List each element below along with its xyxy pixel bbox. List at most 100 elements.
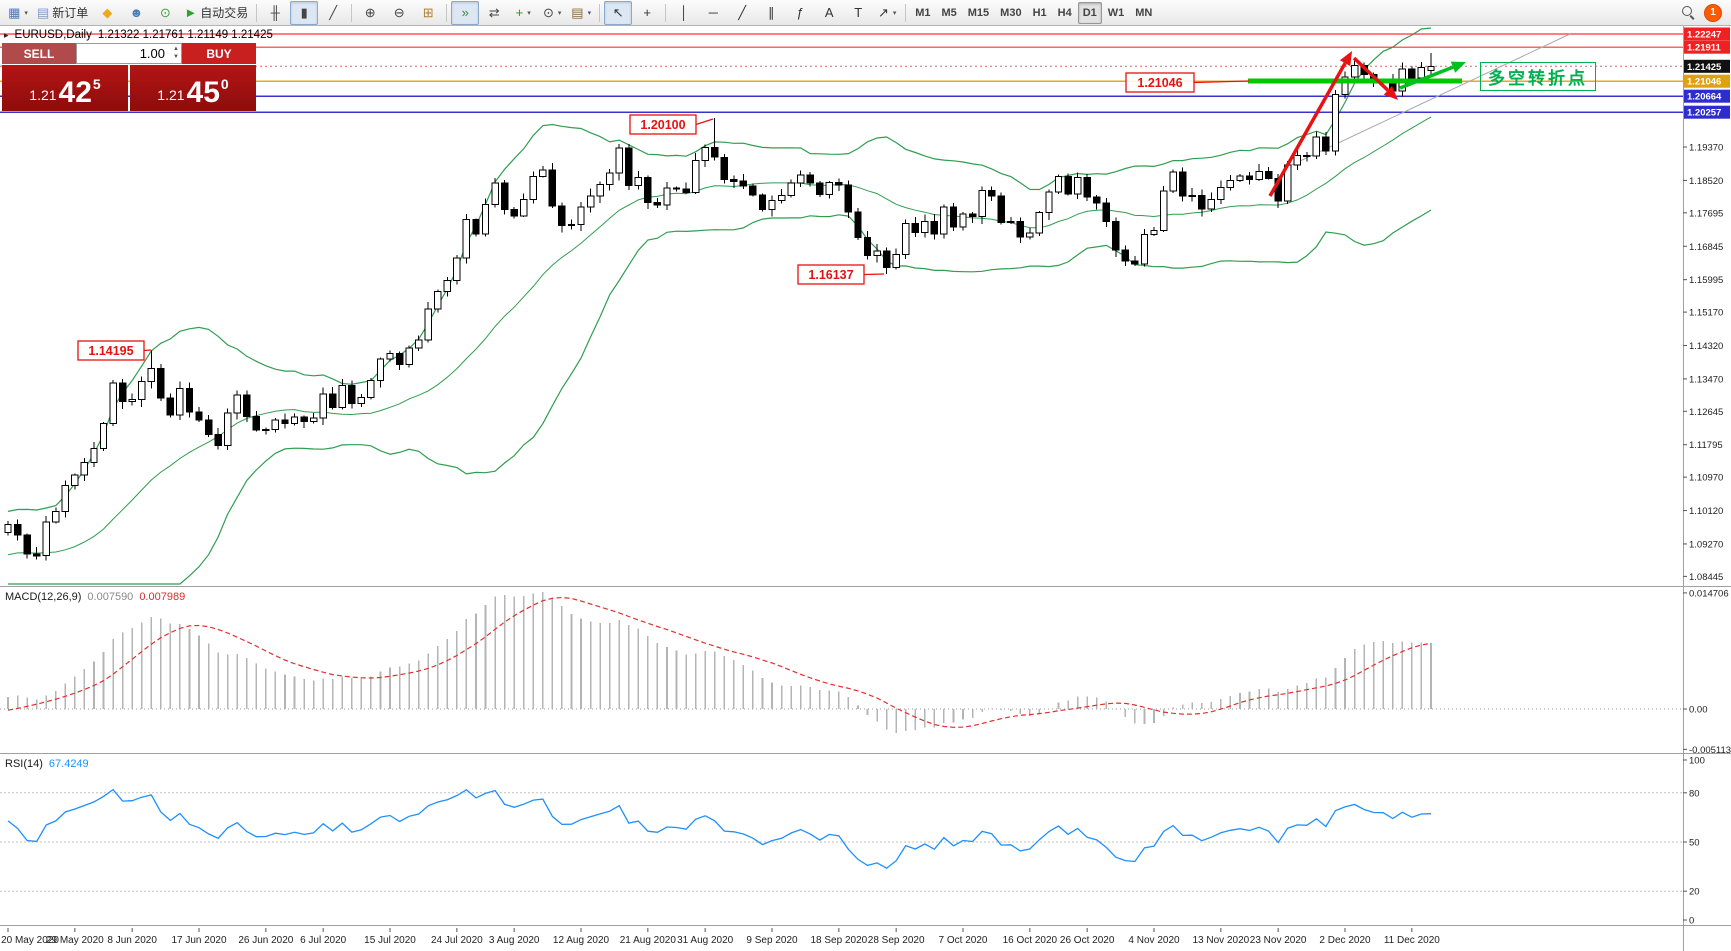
rsi-value: 67.4249 — [48, 758, 89, 770]
svg-text:1.22247: 1.22247 — [1687, 29, 1721, 40]
arrows-icon: ↗ — [877, 5, 889, 20]
price-axis[interactable]: 1.19370 1.18520 1.17695 1.16845 1.15995 1.151… — [1683, 27, 1730, 583]
crosshair-button[interactable]: + — [633, 1, 661, 25]
bollinger-upper-band — [7, 27, 1432, 512]
search-icon[interactable] — [1682, 6, 1695, 19]
vertical-line-button[interactable]: │ — [670, 1, 698, 25]
bollinger-middle-band — [7, 116, 1432, 556]
svg-text:23 Nov 2020: 23 Nov 2020 — [1250, 935, 1307, 946]
svg-text:1.19370: 1.19370 — [1689, 143, 1723, 154]
svg-text:21 Aug 2020: 21 Aug 2020 — [620, 935, 677, 946]
svg-text:29 May 2020: 29 May 2020 — [46, 935, 104, 946]
sell-price-display[interactable]: 1.21 42 5 — [2, 65, 128, 111]
horizontal-line-button[interactable]: ─ — [699, 1, 727, 25]
notification-badge[interactable]: 1 — [1704, 3, 1722, 22]
periods-button[interactable]: ⊙ ▾ — [538, 1, 566, 25]
price-badge — [1684, 40, 1730, 54]
price-annotations[interactable]: 1.14195 1.20100 1.16137 1.21046 — [77, 72, 1250, 361]
autotrading-button[interactable]: ► 自动交易 — [180, 1, 252, 25]
dropdown-caret-icon: ▾ — [557, 9, 562, 17]
macd-signal-value: 0.007989 — [139, 591, 186, 603]
auto-scroll-button[interactable]: » — [451, 0, 480, 25]
svg-text:24 Jul 2020: 24 Jul 2020 — [431, 935, 483, 946]
auto-scroll-icon: » — [461, 5, 469, 20]
buy-button[interactable]: BUY — [182, 43, 256, 64]
periods-icon: ⊙ — [542, 5, 554, 20]
candlestick-chart-button[interactable]: ▮ — [290, 0, 319, 25]
macd-pane-label: MACD(12,26,9) 0.007590 0.007989 — [5, 591, 185, 603]
svg-text:1.21911: 1.21911 — [1687, 43, 1722, 54]
candles-layer[interactable] — [4, 53, 1435, 561]
macd-signal-line[interactable] — [7, 596, 1432, 728]
price-chart-canvas[interactable]: 1.19370 1.18520 1.17695 1.16845 1.15995 1.151… — [0, 26, 1731, 951]
indicator-level-lines — [0, 708, 1683, 892]
svg-text:26 Oct 2020: 26 Oct 2020 — [1060, 935, 1115, 946]
timeframe-h4[interactable]: H4 — [1057, 6, 1072, 19]
turning-point-note[interactable]: 多空转折点 — [1480, 62, 1596, 91]
market-icon[interactable]: ⊙ — [151, 1, 179, 25]
price-badge — [1684, 89, 1730, 103]
panel-toggle-icon[interactable]: ▸ — [4, 29, 9, 40]
toolbar-separator — [351, 3, 353, 22]
horizontal-price-lines[interactable] — [0, 33, 1683, 113]
volume-input[interactable]: 1.00 ▲ ▼ — [76, 43, 182, 64]
svg-text:1.15995: 1.15995 — [1689, 275, 1723, 286]
fibonacci-button[interactable]: ƒ — [786, 1, 814, 25]
text-label-icon: T — [854, 5, 863, 20]
cursor-button[interactable]: ↖ — [604, 0, 633, 25]
trendline-button[interactable]: ╱ — [728, 1, 756, 25]
toolbar-separator — [446, 3, 448, 22]
timeframe-m30[interactable]: M30 — [1000, 6, 1022, 19]
buy-price-display[interactable]: 1.21 45 0 — [130, 65, 256, 111]
pane-separators[interactable] — [0, 26, 1731, 951]
toolbar-separator — [905, 3, 907, 22]
community-icon[interactable]: ☻ — [122, 1, 150, 25]
tile-windows-icon: ⊞ — [422, 5, 434, 20]
svg-text:6 Jul 2020: 6 Jul 2020 — [300, 935, 347, 946]
svg-text:1.14320: 1.14320 — [1689, 341, 1723, 352]
zoom-in-button[interactable]: ⊕ — [356, 1, 384, 25]
line-chart-button[interactable]: ╱ — [319, 1, 347, 25]
volume-up-arrow[interactable]: ▲ — [173, 46, 179, 52]
annotation-box — [629, 114, 697, 135]
community-icon-icon: ☻ — [129, 5, 144, 20]
svg-text:20: 20 — [1689, 887, 1700, 898]
timeframe-h1[interactable]: H1 — [1032, 6, 1047, 19]
vertical-line-icon: │ — [680, 5, 689, 20]
chart-window-button[interactable]: ▦ ▾ — [4, 1, 32, 25]
templates-button[interactable]: ▤ ▾ — [567, 1, 595, 25]
horizontal-line-icon: ─ — [708, 5, 718, 20]
svg-text:1.13470: 1.13470 — [1689, 374, 1723, 385]
dropdown-caret-icon: ▾ — [24, 9, 28, 17]
rsi-line[interactable] — [7, 788, 1432, 869]
zoom-out-button[interactable]: ⊖ — [385, 1, 413, 25]
timeframe-m5[interactable]: M5 — [941, 6, 957, 19]
timeframe-m15[interactable]: M15 — [967, 6, 990, 19]
timeframe-w1[interactable]: W1 — [1107, 6, 1125, 19]
timeframe-d1[interactable]: D1 — [1077, 1, 1102, 24]
indicators-button[interactable]: + ▾ — [509, 1, 537, 25]
sell-price-prefix: 1.21 — [29, 87, 57, 103]
new-order-button[interactable]: ▤ 新订单 — [33, 1, 92, 25]
macd-indicator-name: MACD(12,26,9) — [5, 591, 82, 603]
bar-chart-button[interactable]: ╫ — [261, 1, 289, 25]
toolbar-separator — [665, 3, 667, 22]
text-button[interactable]: A — [815, 1, 843, 25]
timeframe-mn[interactable]: MN — [1135, 6, 1153, 19]
sell-button[interactable]: SELL — [2, 43, 76, 64]
arrows-button[interactable]: ↗ ▾ — [873, 1, 901, 25]
timeframe-m1[interactable]: M1 — [915, 6, 931, 19]
channel-button[interactable]: ∥ — [757, 1, 785, 25]
macd-histogram[interactable] — [7, 592, 1432, 734]
drawn-objects[interactable] — [1248, 51, 1466, 197]
chart-shift-button[interactable]: ⇄ — [480, 1, 508, 25]
mql5-services-icon[interactable]: ◆ — [93, 1, 121, 25]
text-label-button[interactable]: T — [844, 1, 872, 25]
svg-text:1.14195: 1.14195 — [88, 344, 133, 358]
volume-down-arrow[interactable]: ▼ — [173, 54, 179, 60]
bollinger-bands[interactable] — [7, 27, 1432, 585]
tile-windows-button[interactable]: ⊞ — [414, 1, 442, 25]
